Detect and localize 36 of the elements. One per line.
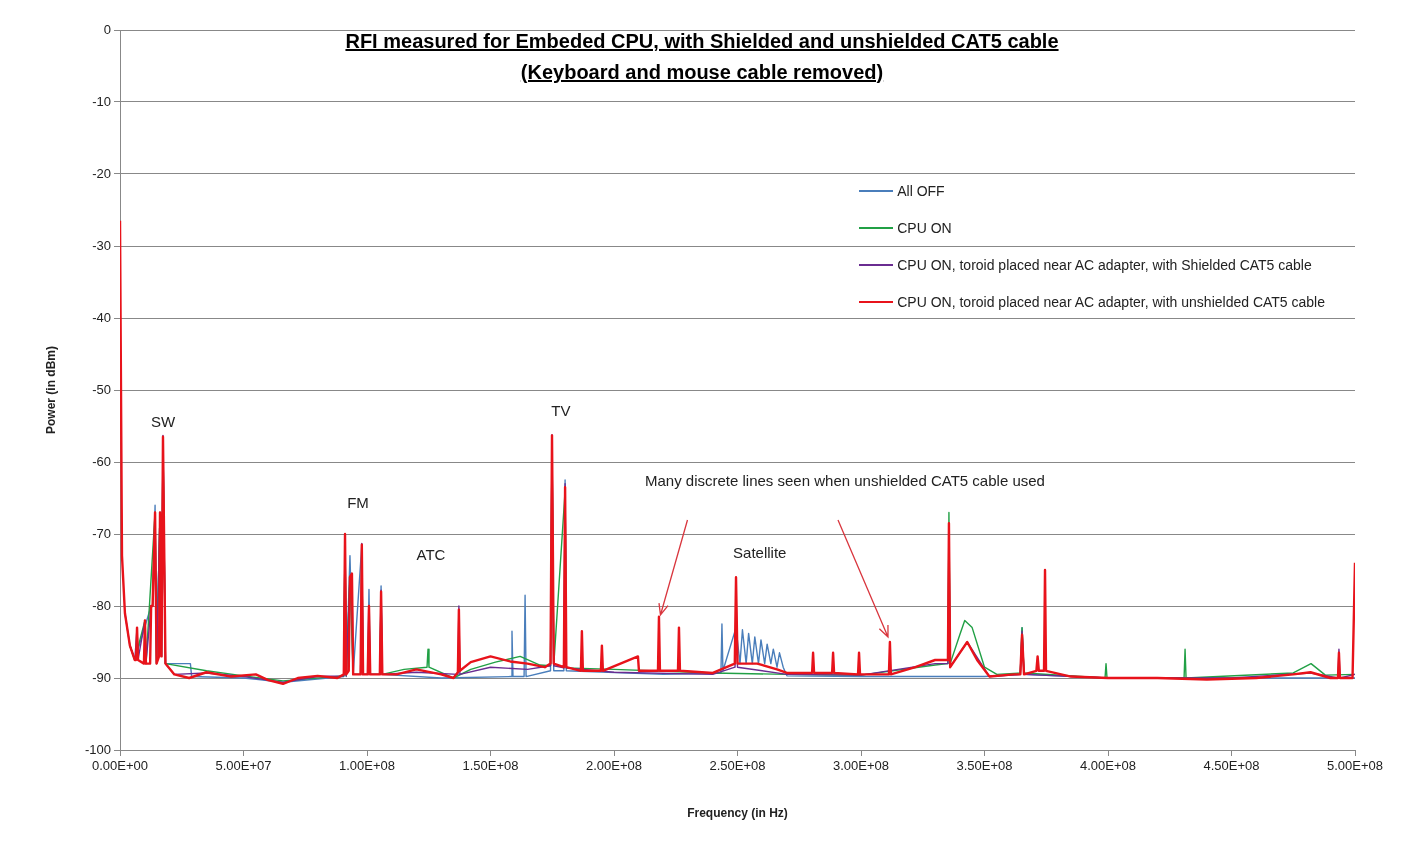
chart-title: RFI measured for Embeded CPU, with Shielded and unshielded CAT5 cable: [345, 30, 1059, 52]
y-tick-label: -90: [92, 669, 111, 685]
y-tick-label: -40: [92, 309, 111, 325]
y-tick-label: -10: [92, 93, 111, 109]
annotation: ATC: [416, 546, 446, 564]
legend-label: CPU ON, toroid placed near AC adapter, with Shielded CAT5 cable: [897, 256, 1312, 273]
text: (Keyboard and mouse cable removed): [519, 61, 885, 84]
legend-label: All OFF: [897, 182, 945, 199]
x-tick-label: 0.00E+00: [91, 758, 149, 774]
y-tick-label: -80: [92, 597, 111, 613]
y-tick-label: -70: [92, 525, 111, 541]
y-tick-label: -100: [84, 741, 111, 757]
annotation: FM: [347, 493, 369, 511]
annotation: Many discrete lines seen when unshielded CAT5 cable used: [644, 472, 1045, 490]
y-axis-title: Power (in dBm): [43, 345, 58, 435]
annotation: SW: [150, 412, 176, 430]
legend-label: CPU ON, toroid placed near AC adapter, with unshielded CAT5 cable: [897, 293, 1325, 310]
y-tick-label: 0: [103, 21, 111, 37]
x-tick-label: 3.00E+08: [832, 758, 890, 774]
x-tick-label: 5.00E+08: [1326, 758, 1384, 774]
x-tick-label: 2.00E+08: [585, 758, 643, 774]
x-tick-label: 1.00E+08: [338, 758, 396, 774]
x-tick-label: 5.00E+07: [215, 758, 272, 774]
annotation: TV: [551, 402, 571, 420]
x-tick-label: 3.50E+08: [956, 758, 1013, 774]
y-tick-label: -60: [92, 453, 111, 469]
x-tick-label: 1.50E+08: [462, 758, 519, 774]
y-tick-label: -30: [92, 237, 111, 253]
legend-label: CPU ON: [897, 219, 952, 236]
x-axis-title: Frequency (in Hz): [687, 806, 788, 821]
x-tick-label: 2.50E+08: [709, 758, 766, 774]
y-tick-label: -20: [92, 165, 111, 181]
y-tick-label: -50: [92, 381, 111, 397]
annotation: Satellite: [733, 543, 787, 561]
x-tick-label: 4.00E+08: [1079, 758, 1137, 774]
x-tick-label: 4.50E+08: [1203, 758, 1260, 774]
